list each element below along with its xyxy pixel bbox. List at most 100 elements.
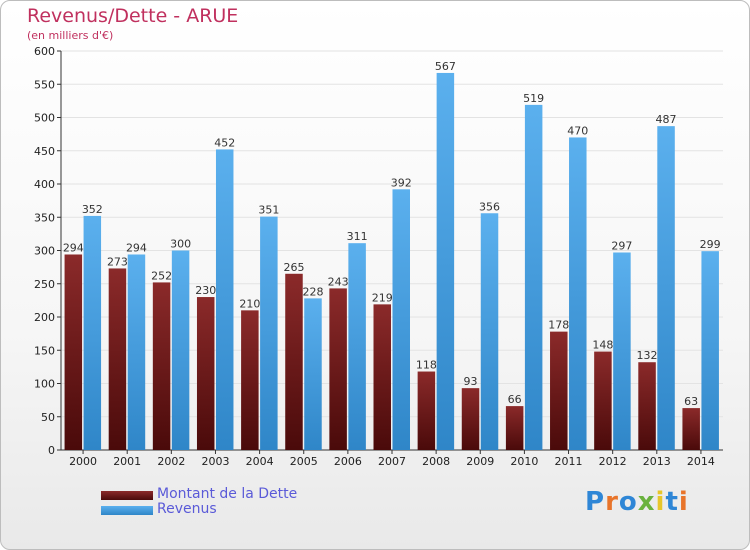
data-label-dette: 148 [592,339,613,352]
data-label-revenus: 567 [435,60,456,73]
y-tick-label: 550 [34,78,55,91]
bar-revenus [127,254,146,450]
bar-dette [241,310,259,450]
data-label-dette: 93 [464,375,478,388]
bar-revenus [304,298,322,450]
data-label-dette: 252 [151,269,172,282]
proxiti-logo[interactable]: Proxiti [585,487,689,517]
data-label-revenus: 311 [347,230,368,243]
data-labels: 2943522732942523002304522103512652282433… [63,60,721,408]
bar-revenus [480,213,499,450]
y-tick-label: 300 [34,245,55,258]
bar-revenus [215,149,234,451]
data-label-revenus: 297 [611,239,632,252]
y-tick-label: 50 [41,411,55,424]
x-tick-label: 2005 [290,455,318,468]
bars [64,72,719,451]
bar-revenus [701,251,719,450]
x-tick-label: 2001 [113,455,141,468]
data-label-dette: 66 [508,393,522,406]
data-label-dette: 265 [283,261,304,274]
data-label-dette: 132 [637,349,658,362]
data-label-dette: 118 [416,359,437,372]
y-tick-label: 450 [34,145,55,158]
legend-label-revenus: Revenus [157,501,217,517]
x-tick-label: 2000 [69,455,97,468]
x-tick-label: 2008 [422,455,450,468]
x-tick-label: 2002 [157,455,185,468]
data-label-revenus: 452 [214,136,235,149]
y-tick-label: 600 [34,45,55,58]
data-label-revenus: 300 [170,238,191,251]
data-label-revenus: 351 [258,204,279,217]
chart-title: Revenus/Dette - ARUE [27,5,239,27]
bar-revenus [613,252,631,450]
bar-dette [373,304,391,450]
bar-dette [152,282,171,450]
x-tick-label: 2003 [201,455,229,468]
data-label-dette: 273 [107,255,128,268]
x-tick-label: 2006 [334,455,362,468]
data-label-revenus: 470 [567,124,588,137]
logo-letter: i [678,487,689,517]
y-tick-label: 400 [34,178,55,191]
bar-dette [329,288,347,450]
logo-letter: o [618,487,638,517]
bar-revenus [569,137,587,450]
data-label-revenus: 299 [700,238,721,251]
bar-dette [505,406,524,450]
x-tick-label: 2004 [246,455,274,468]
chart-subtitle: (en milliers d'€) [27,29,114,42]
logo-letter: P [585,487,606,517]
bar-dette [64,254,83,450]
legend-swatch-revenus [101,506,153,515]
data-label-revenus: 356 [479,200,500,213]
bar-revenus [348,243,366,450]
data-label-revenus: 487 [656,113,677,126]
y-tick-label: 250 [34,278,55,291]
data-label-dette: 230 [195,284,216,297]
bar-revenus [657,126,675,451]
bar-revenus [260,216,278,450]
data-label-dette: 63 [684,395,698,408]
x-tick-label: 2014 [687,455,715,468]
data-label-dette: 243 [328,275,349,288]
bar-dette [285,273,303,450]
x-tick-label: 2007 [378,455,406,468]
y-tick-label: 350 [34,211,55,224]
bar-dette [594,351,612,450]
x-tick-label: 2012 [599,455,627,468]
bar-dette [108,268,127,450]
x-tick-label: 2013 [643,455,671,468]
data-label-revenus: 228 [302,285,323,298]
data-label-dette: 178 [548,319,569,332]
x-tick-label: 2009 [466,455,494,468]
logo-letter: r [605,487,619,517]
data-label-dette: 294 [63,241,84,254]
y-tick-label: 0 [48,444,55,457]
legend-label-dette: Montant de la Dette [157,486,298,502]
data-label-revenus: 519 [523,92,544,105]
axes: 0 50 100 150 200 250 300 350 400 450 500 550 600 2000… [34,45,723,468]
bar-dette [550,331,568,450]
y-tick-label: 200 [34,311,55,324]
bar-dette [682,408,700,450]
grid-lines [61,50,723,451]
y-tick-label: 500 [34,112,55,125]
bar-revenus [436,72,455,450]
logo-letter: x [637,487,656,517]
bar-revenus [83,215,102,450]
bar-revenus [171,250,190,450]
data-label-revenus: 294 [126,241,147,254]
bar-revenus [524,104,543,451]
x-tick-label: 2011 [555,455,583,468]
data-label-revenus: 392 [391,176,412,189]
data-label-dette: 210 [239,297,260,310]
bar-dette [461,388,480,450]
legend-swatch-dette [101,491,153,500]
bar-dette [638,362,656,450]
bar-dette [196,297,215,450]
data-label-dette: 219 [372,291,393,304]
